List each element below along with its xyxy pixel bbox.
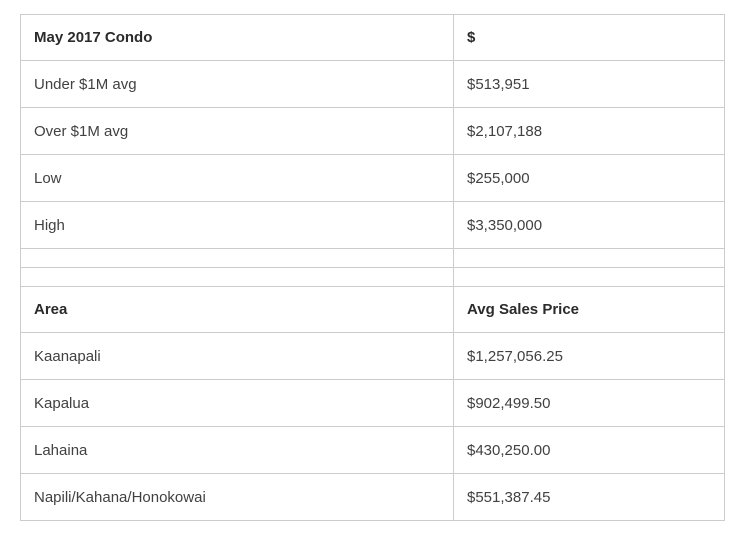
spacer-cell — [453, 267, 725, 287]
condo-sales-table-container: May 2017 Condo $ Under $1M avg $513,951 … — [20, 14, 725, 521]
condo-header-value: $ — [453, 14, 725, 61]
row-label-cell: Under $1M avg — [20, 60, 454, 108]
area-header-value: Avg Sales Price — [453, 286, 725, 333]
row-value-cell: $3,350,000 — [453, 201, 725, 249]
spacer-row — [20, 248, 725, 268]
row-label-cell: Over $1M avg — [20, 107, 454, 155]
row-value-cell: $430,250.00 — [453, 426, 725, 474]
row-label-cell: Lahaina — [20, 426, 454, 474]
table-row: Low $255,000 — [20, 154, 725, 202]
row-value-cell: $551,387.45 — [453, 473, 725, 521]
spacer-cell — [20, 248, 454, 268]
table-row: Kaanapali $1,257,056.25 — [20, 332, 725, 380]
row-value-cell: $1,257,056.25 — [453, 332, 725, 380]
area-table-header-row: Area Avg Sales Price — [20, 286, 725, 333]
row-label-cell: Kaanapali — [20, 332, 454, 380]
table-row: Kapalua $902,499.50 — [20, 379, 725, 427]
row-label-cell: High — [20, 201, 454, 249]
row-value-cell: $2,107,188 — [453, 107, 725, 155]
condo-table-header-row: May 2017 Condo $ — [20, 14, 725, 61]
row-label-cell: Low — [20, 154, 454, 202]
table-row: High $3,350,000 — [20, 201, 725, 249]
spacer-cell — [20, 267, 454, 287]
row-label-cell: Napili/Kahana/Honokowai — [20, 473, 454, 521]
condo-sales-table: May 2017 Condo $ Under $1M avg $513,951 … — [20, 14, 725, 521]
area-header-label: Area — [20, 286, 454, 333]
spacer-cell — [453, 248, 725, 268]
table-row: Lahaina $430,250.00 — [20, 426, 725, 474]
row-value-cell: $902,499.50 — [453, 379, 725, 427]
row-value-cell: $255,000 — [453, 154, 725, 202]
table-row: Napili/Kahana/Honokowai $551,387.45 — [20, 473, 725, 521]
table-row: Over $1M avg $2,107,188 — [20, 107, 725, 155]
condo-header-label: May 2017 Condo — [20, 14, 454, 61]
row-label-cell: Kapalua — [20, 379, 454, 427]
row-value-cell: $513,951 — [453, 60, 725, 108]
spacer-row — [20, 267, 725, 287]
table-row: Under $1M avg $513,951 — [20, 60, 725, 108]
